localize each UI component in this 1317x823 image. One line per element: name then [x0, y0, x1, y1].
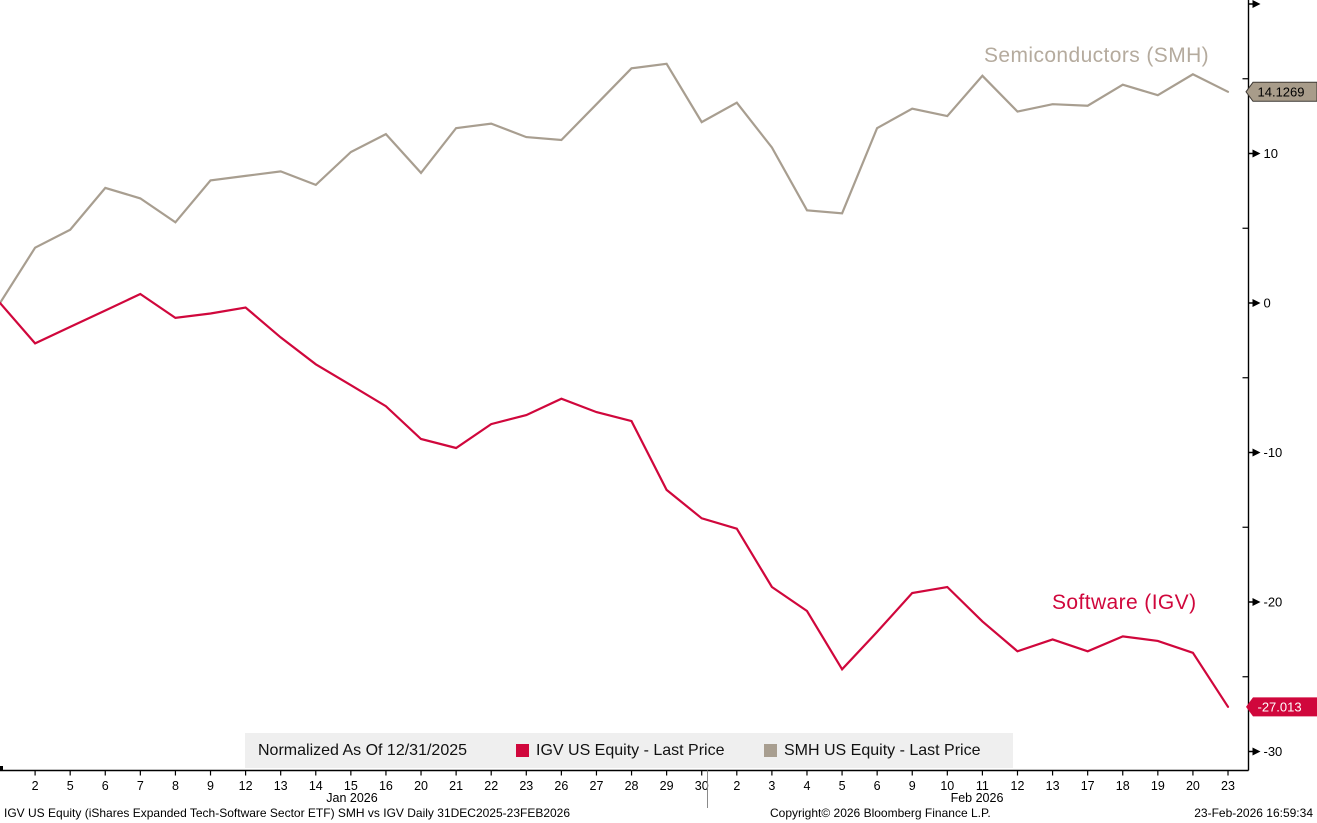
chart-description: IGV US Equity (iShares Expanded Tech-Sof…: [4, 806, 571, 820]
x-tick-label: 15: [344, 779, 358, 793]
y-tick-arrow-icon: [1252, 0, 1261, 8]
x-tick-label: 5: [839, 779, 846, 793]
x-tick-label: 29: [660, 779, 674, 793]
x-tick-label: 6: [874, 779, 881, 793]
x-tick-label: 2: [733, 779, 740, 793]
smh-price-line: [0, 62, 1230, 305]
x-tick-label: 12: [1011, 779, 1025, 793]
y-tick-label: -20: [1264, 595, 1283, 610]
legend-item-label: SMH US Equity - Last Price: [784, 741, 981, 759]
smh-price-tag: [1245, 81, 1317, 102]
x-tick-label: 20: [414, 779, 428, 793]
x-tick-label: 4: [804, 779, 811, 793]
timestamp-text: 23-Feb-2026 16:59:34: [1194, 806, 1313, 820]
smh-price-tag-value: 14.1269: [1258, 85, 1305, 100]
igv-price-tag: [1246, 697, 1317, 717]
month-label: Feb 2026: [951, 791, 1004, 805]
x-tick-label: 23: [1221, 779, 1235, 793]
y-tick-arrow-icon: [1252, 149, 1261, 158]
x-tick-label: 10: [940, 779, 954, 793]
x-tick-label: 23: [519, 779, 533, 793]
legend-item-label: IGV US Equity - Last Price: [536, 741, 725, 759]
x-tick-label: 21: [449, 779, 463, 793]
x-tick-label: 11: [976, 779, 989, 793]
x-tick-label: 30: [695, 779, 709, 793]
month-label: Jan 2026: [326, 791, 377, 805]
y-tick-label: -10: [1264, 445, 1283, 460]
smh-legend-swatch: [764, 744, 777, 757]
y-tick-label: 10: [1264, 146, 1278, 161]
igv-price-tag-value: -27.013: [1258, 700, 1302, 715]
legend-item-smh: SMH US Equity - Last Price: [764, 742, 981, 760]
x-tick-label: 5: [67, 779, 74, 793]
x-tick-label: 16: [379, 779, 393, 793]
x-tick-label: 17: [1081, 779, 1095, 793]
x-tick-label: 13: [274, 779, 288, 793]
y-tick-arrow-icon: [1252, 747, 1261, 756]
igv-price-line: [0, 292, 1230, 708]
x-tick-label: 2: [32, 779, 39, 793]
igv-series-label: Software (IGV): [1052, 591, 1197, 614]
y-tick-arrow-icon: [1252, 598, 1261, 606]
smh-series-label: Semiconductors (SMH): [984, 44, 1210, 67]
x-tick-label: 27: [590, 779, 604, 793]
copyright-text: Copyright© 2026 Bloomberg Finance L.P.: [770, 806, 991, 820]
legend-normalized-label: Normalized As Of 12/31/2025: [258, 741, 468, 759]
y-tick-arrow-icon: [1252, 448, 1261, 457]
x-tick-label: 9: [909, 779, 916, 793]
x-tick-label: 8: [172, 779, 179, 793]
x-tick-label: 6: [102, 779, 109, 793]
y-tick-label: -30: [1264, 744, 1283, 759]
x-tick-label: 14: [309, 779, 323, 793]
legend-item-igv: IGV US Equity - Last Price: [516, 742, 764, 760]
x-tick-label: 22: [484, 779, 498, 793]
axis-origin-tick: [0, 766, 3, 771]
x-tick-label: 13: [1046, 779, 1060, 793]
x-tick-label: 19: [1151, 779, 1165, 793]
x-tick-label: 18: [1116, 779, 1130, 793]
x-tick-label: 9: [207, 779, 214, 793]
x-tick-label: 20: [1186, 779, 1200, 793]
y-tick-label: 0: [1264, 296, 1271, 311]
igv-legend-swatch: [516, 744, 529, 757]
x-tick-label: 7: [137, 779, 144, 793]
x-tick-label: 3: [768, 779, 775, 793]
chart-legend: Normalized As Of 12/31/2025 IGV US Equit…: [245, 733, 1013, 768]
x-tick-label: 28: [625, 779, 639, 793]
x-tick-label: 26: [554, 779, 568, 793]
x-tick-label: 12: [239, 779, 253, 793]
y-tick-arrow-icon: [1252, 299, 1261, 307]
